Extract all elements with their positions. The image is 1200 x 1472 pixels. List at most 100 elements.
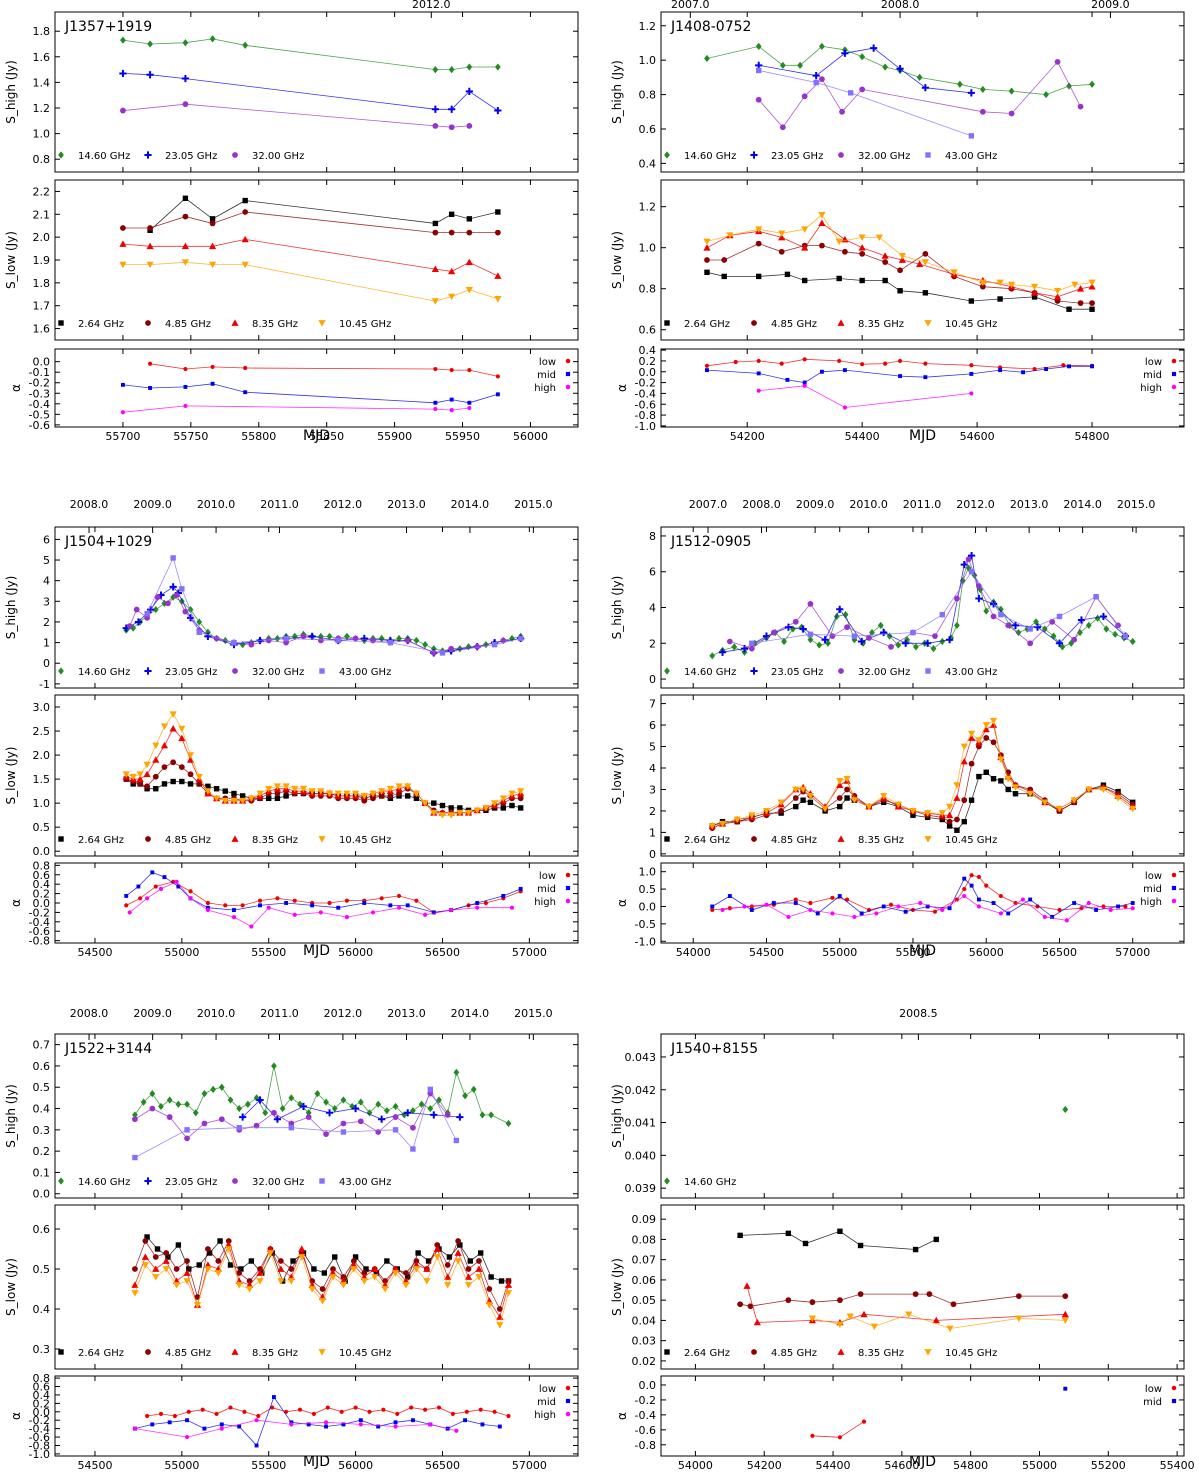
x-axis-label: MJD — [303, 428, 330, 444]
data-point — [897, 267, 903, 274]
data-point — [214, 1270, 222, 1277]
data-point — [813, 79, 819, 86]
data-point — [173, 1266, 180, 1272]
data-point — [801, 244, 809, 251]
series-f8 — [703, 219, 1096, 300]
series-f14 — [1062, 1105, 1069, 1114]
data-point — [946, 803, 954, 811]
data-point — [300, 633, 307, 640]
data-point — [976, 897, 981, 902]
data-point — [721, 273, 727, 280]
data-point — [930, 645, 937, 653]
data-point — [932, 633, 938, 640]
data-point — [247, 795, 255, 802]
y-axis-label: α — [615, 384, 629, 392]
data-point — [288, 1125, 295, 1131]
legend-label: high — [534, 897, 556, 908]
data-point — [256, 790, 264, 798]
data-point — [859, 250, 866, 257]
legend-marker — [837, 835, 845, 842]
data-point — [792, 795, 799, 801]
data-point — [448, 124, 455, 131]
data-point — [475, 1274, 483, 1281]
data-point — [454, 1258, 462, 1265]
data-point — [326, 632, 333, 640]
y-tick-label: 0.4 — [639, 344, 657, 357]
y-tick-label: 0.2 — [33, 1397, 51, 1410]
data-point — [894, 801, 902, 809]
data-point — [350, 1266, 358, 1273]
data-point — [969, 371, 974, 376]
data-point — [844, 786, 850, 793]
y-tick-label: -0.5 — [29, 408, 50, 421]
data-point — [248, 1258, 255, 1264]
data-point — [1061, 363, 1066, 368]
data-point — [120, 410, 126, 415]
year-tick-label: 2013.0 — [387, 498, 426, 511]
x-tick-label: 54500 — [749, 946, 784, 959]
data-point — [912, 1291, 919, 1297]
year-tick-label: 2012.0 — [956, 498, 995, 511]
legend-label: 4.85 GHz — [771, 835, 817, 846]
y-tick-label: 0.0 — [33, 356, 51, 369]
data-point — [841, 49, 849, 57]
legend-marker — [664, 151, 670, 159]
data-point — [808, 907, 813, 913]
data-point — [119, 261, 127, 269]
data-point — [448, 645, 455, 652]
data-point — [837, 894, 842, 898]
x-tick-label: 56500 — [1042, 946, 1077, 959]
series-line — [712, 874, 1126, 913]
data-point — [504, 1290, 513, 1297]
data-point — [270, 1405, 275, 1410]
y-tick-label: -0.4 — [29, 916, 50, 929]
data-point — [808, 1315, 816, 1322]
y-tick-label: -0.2 — [635, 1394, 656, 1407]
data-point — [166, 1114, 173, 1120]
data-point — [467, 1258, 473, 1264]
data-point — [762, 808, 771, 815]
y-tick-label: 0.041 — [625, 1117, 657, 1130]
data-point — [120, 107, 126, 114]
data-point — [1077, 103, 1084, 110]
y-axis-label: α — [9, 1412, 23, 1420]
data-point — [196, 781, 203, 787]
data-point — [423, 912, 428, 917]
series-f10 — [131, 1246, 513, 1329]
data-point — [778, 233, 786, 241]
data-point — [464, 1409, 469, 1414]
legend-marker — [1171, 872, 1177, 878]
y-tick-label: 0.6 — [33, 869, 51, 882]
y-axis-label: S_low (Jy) — [610, 231, 624, 289]
data-point — [494, 63, 501, 71]
data-point — [227, 1262, 234, 1268]
data-point — [492, 1409, 497, 1414]
y-tick-label: 0.6 — [33, 1060, 51, 1073]
data-point — [396, 790, 402, 797]
high-panel: 0.0 0.1 0.2 0.3 0.4 0.5 0.6 0.7 S_high (Jy) 14.60… — [4, 1033, 579, 1201]
data-point — [439, 650, 446, 656]
data-point — [153, 884, 158, 889]
y-tick-label: 3.0 — [33, 701, 51, 714]
legend-label: 14.60 GHz — [78, 151, 130, 162]
data-point — [1008, 87, 1015, 95]
x-axis-label: MJD — [909, 1454, 936, 1470]
data-point — [509, 905, 515, 910]
data-point — [277, 1265, 285, 1272]
data-point — [432, 123, 439, 129]
legend-marker — [318, 836, 326, 843]
data-point — [241, 235, 249, 243]
data-point — [274, 634, 281, 643]
y-tick-label: 0.3 — [33, 1124, 51, 1137]
data-point — [456, 809, 464, 817]
x-tick-label: 55500 — [251, 946, 286, 959]
data-point — [223, 903, 228, 908]
year-tick-label: 2007.0 — [671, 0, 710, 11]
data-point — [366, 1109, 373, 1117]
legend-label: 10.45 GHz — [945, 835, 997, 846]
data-point — [923, 361, 928, 366]
y-tick-label: 4 — [43, 575, 50, 588]
data-point — [175, 1242, 182, 1248]
legend-label: 23.05 GHz — [165, 667, 217, 678]
series-f14 — [132, 1062, 512, 1128]
